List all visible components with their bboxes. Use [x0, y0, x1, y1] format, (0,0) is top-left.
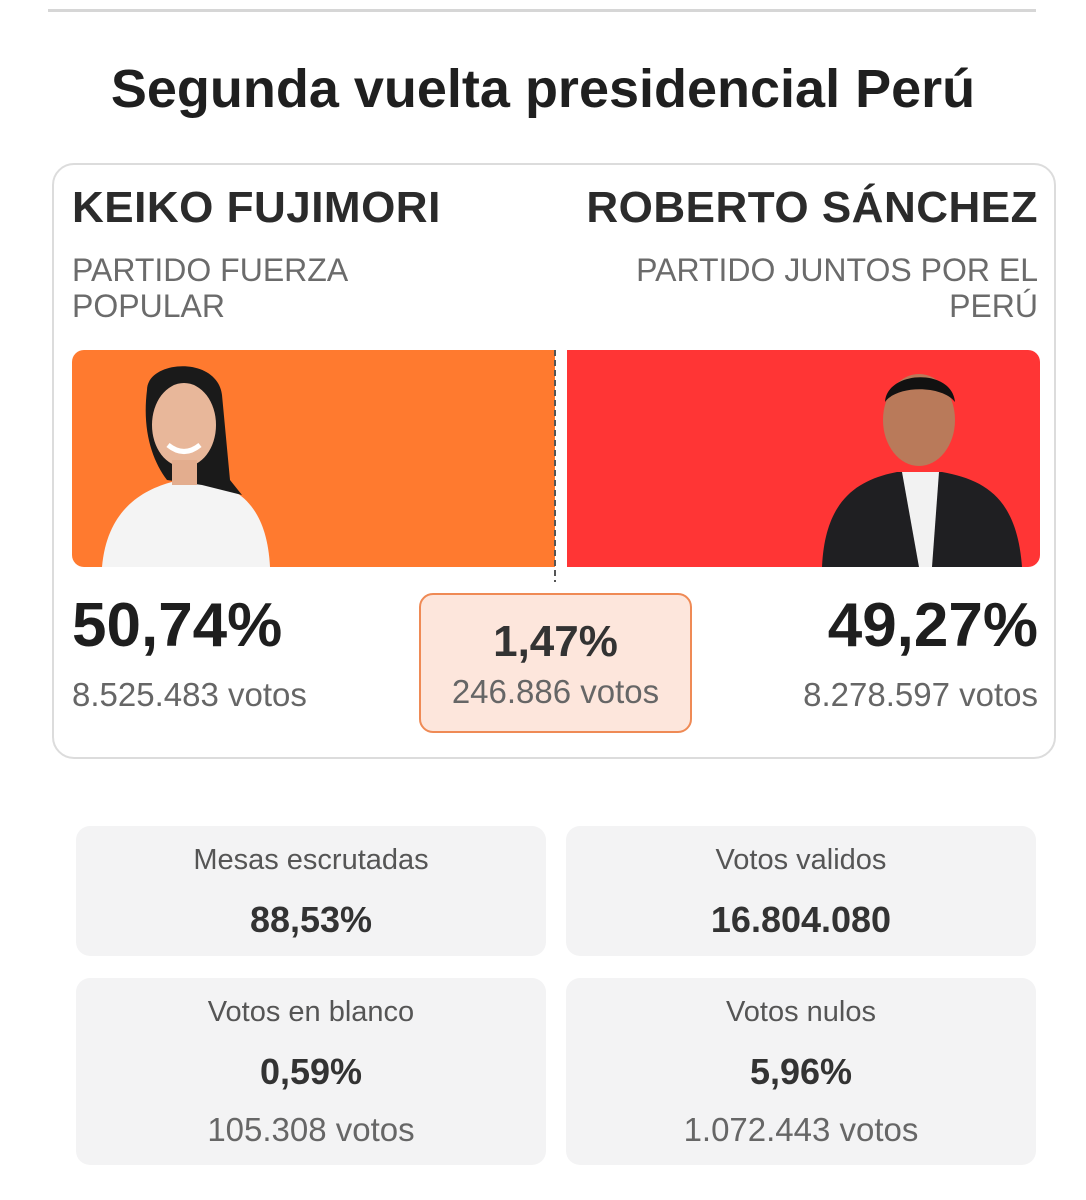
candidate-percent: 49,27% [827, 591, 1038, 660]
candidate-party: PARTIDO FUERZA POPULAR [72, 252, 347, 324]
stat-value: 16.804.080 [710, 899, 892, 940]
stat-value: 88,53% [249, 899, 373, 940]
stat-card: Votos en blanco 0,59% 105.308 votos [76, 978, 546, 1165]
stat-card: Votos nulos 5,96% 1.072.443 votos [566, 978, 1036, 1165]
stat-label: Votos en blanco [207, 996, 415, 1028]
candidate-votes: 8.278.597 votos [803, 676, 1038, 713]
candidate-name: ROBERTO SÁNCHEZ [586, 183, 1038, 232]
difference-box: 1,47% 246.886 votos [419, 593, 692, 733]
candidate-photo [822, 374, 1022, 567]
stat-label: Votos validos [715, 844, 887, 876]
stat-card: Mesas escrutadas 88,53% [76, 826, 546, 956]
candidate-name: KEIKO FUJIMORI [72, 183, 441, 232]
stat-value: 5,96% [749, 1051, 853, 1092]
candidate-bar [567, 350, 1040, 567]
difference-percent: 1,47% [493, 617, 618, 666]
candidate-photo [102, 366, 270, 567]
candidate-percent: 50,74% [72, 591, 283, 660]
stat-card: Votos validos 16.804.080 [566, 826, 1036, 956]
stat-value: 0,59% [259, 1051, 363, 1092]
midline [554, 350, 556, 582]
results-card [52, 163, 1056, 759]
stat-label: Mesas escrutadas [193, 844, 429, 876]
stat-votes: 105.308 votos [207, 1111, 415, 1148]
difference-votes: 246.886 votos [451, 673, 660, 710]
candidate-bar [72, 350, 555, 567]
stat-label: Votos nulos [726, 996, 876, 1028]
stat-votes: 1.072.443 votos [683, 1111, 919, 1148]
candidate-votes: 8.525.483 votos [72, 676, 307, 713]
candidate-party: PARTIDO JUNTOS POR EL PERÚ [636, 252, 1038, 324]
divider [48, 9, 1036, 12]
title: Segunda vuelta presidencial Perú [110, 59, 976, 119]
